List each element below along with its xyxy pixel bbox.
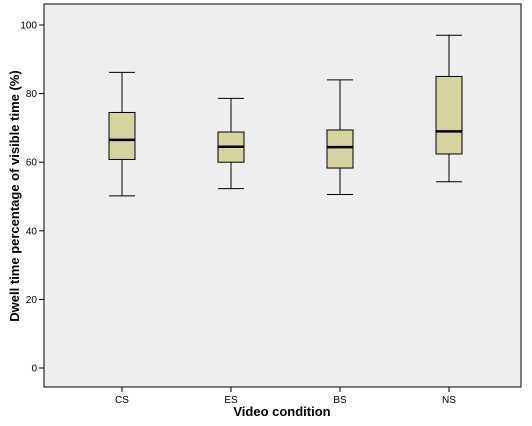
y-axis: 0 20 40 60 80 100	[20, 21, 44, 375]
y-tick-label: 60	[26, 158, 38, 169]
box-series	[108, 34, 463, 197]
box-bs	[326, 79, 354, 195]
iqr-box	[326, 129, 354, 169]
x-tick-label: NS	[442, 395, 456, 406]
x-tick-label: CS	[115, 395, 129, 406]
iqr-box	[108, 111, 136, 160]
y-tick-label: 100	[20, 21, 37, 32]
x-axis: CS ES BS NS	[115, 387, 456, 406]
box-es	[217, 97, 245, 190]
box-cs	[108, 71, 136, 197]
x-tick-label: BS	[333, 395, 347, 406]
y-tick-label: 0	[31, 364, 37, 375]
iqr-box	[435, 75, 463, 155]
x-axis-title: Video condition	[233, 404, 330, 419]
y-axis-title: Dwell time percentage of visible time (%…	[7, 70, 22, 321]
box-ns	[435, 34, 463, 183]
y-tick-label: 80	[26, 89, 38, 100]
x-tick-label: ES	[224, 395, 238, 406]
y-tick-label: 40	[26, 226, 38, 237]
y-tick-label: 20	[26, 295, 38, 306]
